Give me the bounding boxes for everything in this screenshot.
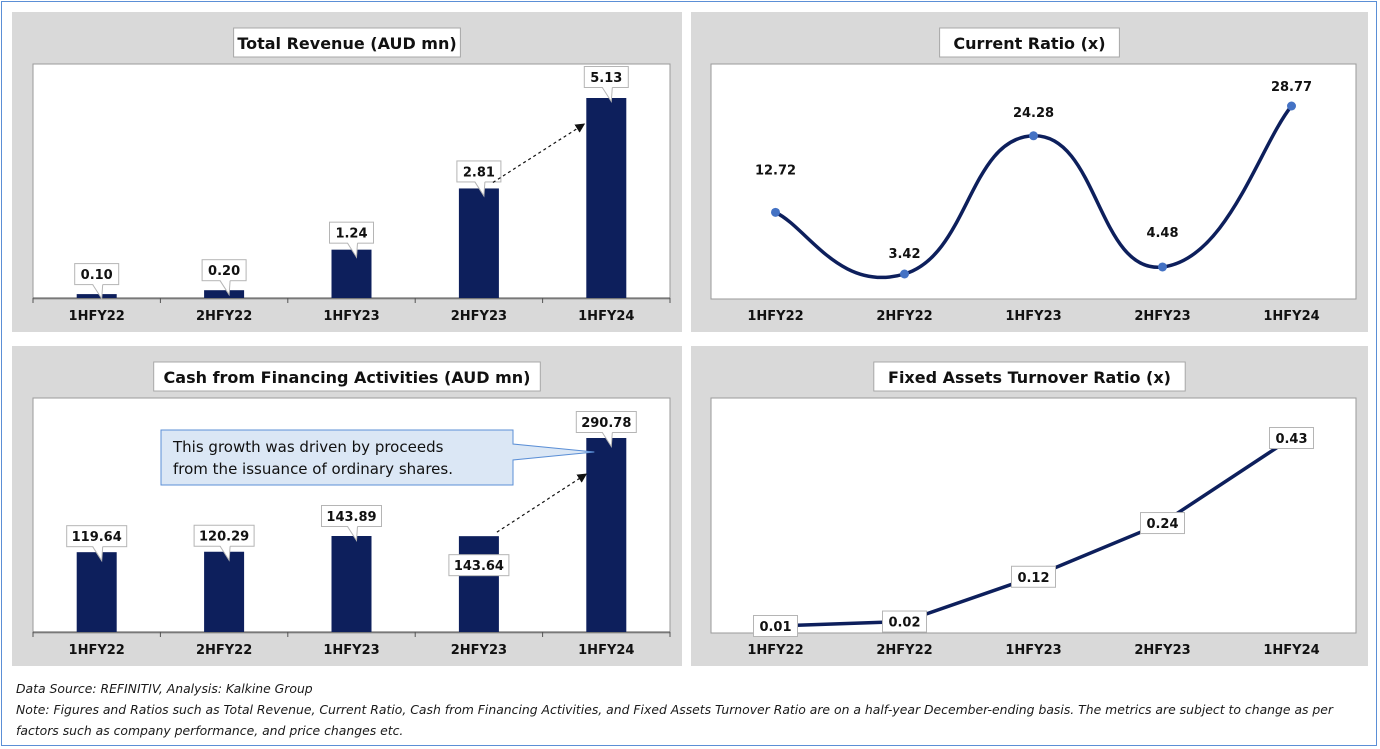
point-2HFY22 <box>900 269 909 279</box>
bar-1HFY23 <box>331 249 372 298</box>
bar-1HFY22 <box>76 552 117 632</box>
value-label: 0.01 <box>759 620 791 635</box>
bar-1HFY24 <box>586 438 627 632</box>
growth-arrow <box>492 123 586 183</box>
chart-title-box <box>153 361 541 392</box>
value-label: 120.29 <box>199 530 249 545</box>
chart-title: Total Revenue (AUD mn) <box>237 34 456 53</box>
bar-2HFY22 <box>204 551 245 632</box>
x-tick-label: 1HFY24 <box>578 643 634 658</box>
chart-title-box <box>233 27 461 58</box>
data-label-1HFY24: 5.13 <box>583 66 629 104</box>
x-tick-label: 1HFY22 <box>747 643 803 658</box>
footnote: Note: Figures and Ratios such as Total R… <box>16 702 1334 738</box>
data-label-1HFY23: 0.12 <box>1011 565 1056 588</box>
data-label-2HFY23: 2.81 <box>456 160 502 198</box>
chart-svg: Total Revenue (AUD mn) 1HFY22 2HFY22 1HFY23… <box>32 27 671 324</box>
bar-1HFY23 <box>331 536 372 632</box>
x-tick-label: 1HFY23 <box>323 643 379 658</box>
x-tick-label: 2HFY22 <box>876 309 932 324</box>
data-label-1HFY23: 24.28 <box>1013 106 1054 121</box>
data-label-2HFY22: 0.20 <box>201 259 247 297</box>
data-label-1HFY22: 0.01 <box>753 615 798 637</box>
value-label: 2.81 <box>463 165 495 180</box>
point-1HFY23 <box>1029 131 1038 141</box>
x-tick-label: 2HFY23 <box>451 643 507 658</box>
data-label-2HFY23: 0.24 <box>1140 512 1185 535</box>
x-tick-label: 2HFY23 <box>451 309 507 324</box>
bar-2HFY22 <box>204 290 245 298</box>
data-label-2HFY22: 120.29 <box>193 524 255 562</box>
total-revenue-chart: Total Revenue (AUD mn) 1HFY22 2HFY22 1HFY23… <box>12 12 682 332</box>
data-label-2HFY23: 143.64 <box>448 554 510 577</box>
value-label: 290.78 <box>581 416 631 431</box>
data-label-1HFY22: 12.72 <box>755 163 796 178</box>
x-tick-label: 1HFY23 <box>1005 643 1061 658</box>
x-tick-label: 1HFY22 <box>747 309 803 324</box>
x-tick-label: 2HFY22 <box>196 309 252 324</box>
value-label: 0.12 <box>1017 571 1049 586</box>
x-tick-label: 1HFY24 <box>1263 309 1319 324</box>
current-ratio-chart: Current Ratio (x) 1HFY22 2HFY22 1HFY23 2HFY2… <box>691 12 1368 332</box>
value-label: 0.10 <box>81 268 113 283</box>
x-tick-label: 1HFY23 <box>1005 309 1061 324</box>
x-tick-label: 2HFY23 <box>1134 643 1190 658</box>
x-tick-label: 2HFY23 <box>1134 309 1190 324</box>
value-label: 0.02 <box>888 616 920 631</box>
point-2HFY23 <box>1158 262 1167 272</box>
data-label-1HFY23: 143.89 <box>321 505 382 543</box>
cash-financing-chart: Cash from Financing Activities (AUD mn) 1… <box>12 346 682 666</box>
bar-2HFY23 <box>458 188 499 298</box>
value-label: 119.64 <box>72 530 122 545</box>
chart-title: Cash from Financing Activities (AUD mn) <box>164 368 531 387</box>
x-tick-label: 1HFY22 <box>69 643 125 658</box>
series-line <box>774 104 1293 280</box>
data-label-1HFY23: 1.24 <box>329 221 374 259</box>
x-tick-label: 1HFY23 <box>323 309 379 324</box>
footer: Data Source: REFINITIV, Analysis: Kalkin… <box>16 678 1366 741</box>
bar-1HFY24 <box>586 98 627 298</box>
chart-svg: Current Ratio (x) 1HFY22 2HFY22 1HFY23 2HFY2… <box>710 27 1357 324</box>
bar-1HFY22 <box>76 294 117 298</box>
chart-title: Current Ratio (x) <box>953 34 1105 53</box>
value-label: 143.89 <box>326 510 376 525</box>
value-label: 143.64 <box>454 559 504 574</box>
value-label: 5.13 <box>590 71 622 86</box>
point-1HFY24 <box>1287 101 1296 111</box>
chart-title-box <box>939 27 1120 58</box>
x-tick-label: 1HFY24 <box>578 309 634 324</box>
data-source: Data Source: REFINITIV, Analysis: Kalkin… <box>16 681 313 696</box>
data-label-1HFY24: 0.43 <box>1269 427 1314 449</box>
x-tick-label: 2HFY22 <box>876 643 932 658</box>
data-label-1HFY24: 28.77 <box>1271 80 1312 95</box>
plot-area <box>710 63 1357 300</box>
chart-svg: Fixed Assets Turnover Ratio (x) 1HFY22 2HF… <box>710 361 1357 658</box>
value-label: 0.20 <box>208 264 240 279</box>
data-label-2HFY23: 4.48 <box>1146 226 1178 241</box>
chart-title: Fixed Assets Turnover Ratio (x) <box>888 368 1171 387</box>
data-label-1HFY22: 119.64 <box>66 525 128 563</box>
value-label: 0.24 <box>1146 517 1178 532</box>
data-label-2HFY22: 0.02 <box>882 610 927 633</box>
chart-svg: Cash from Financing Activities (AUD mn) 1… <box>32 361 671 658</box>
data-label-1HFY24: 290.78 <box>575 411 637 449</box>
value-label: 1.24 <box>335 227 367 242</box>
callout-text-line: from the issuance of ordinary shares. <box>173 460 453 478</box>
callout-note: This growth was driven by proceeds from t… <box>160 429 595 486</box>
plot-area <box>710 397 1357 634</box>
callout-text-line: This growth was driven by proceeds <box>172 438 444 456</box>
value-label: 0.43 <box>1275 432 1307 447</box>
data-label-1HFY22: 0.10 <box>74 263 120 301</box>
x-tick-label: 1HFY22 <box>69 309 125 324</box>
bar-2HFY23 <box>458 536 499 632</box>
data-label-2HFY22: 3.42 <box>888 247 920 262</box>
x-tick-label: 2HFY22 <box>196 643 252 658</box>
point-1HFY22 <box>771 207 780 217</box>
x-tick-label: 1HFY24 <box>1263 643 1319 658</box>
chart-title-box <box>873 361 1186 392</box>
fixed-assets-turnover-chart: Fixed Assets Turnover Ratio (x) 1HFY22 2HF… <box>691 346 1368 666</box>
